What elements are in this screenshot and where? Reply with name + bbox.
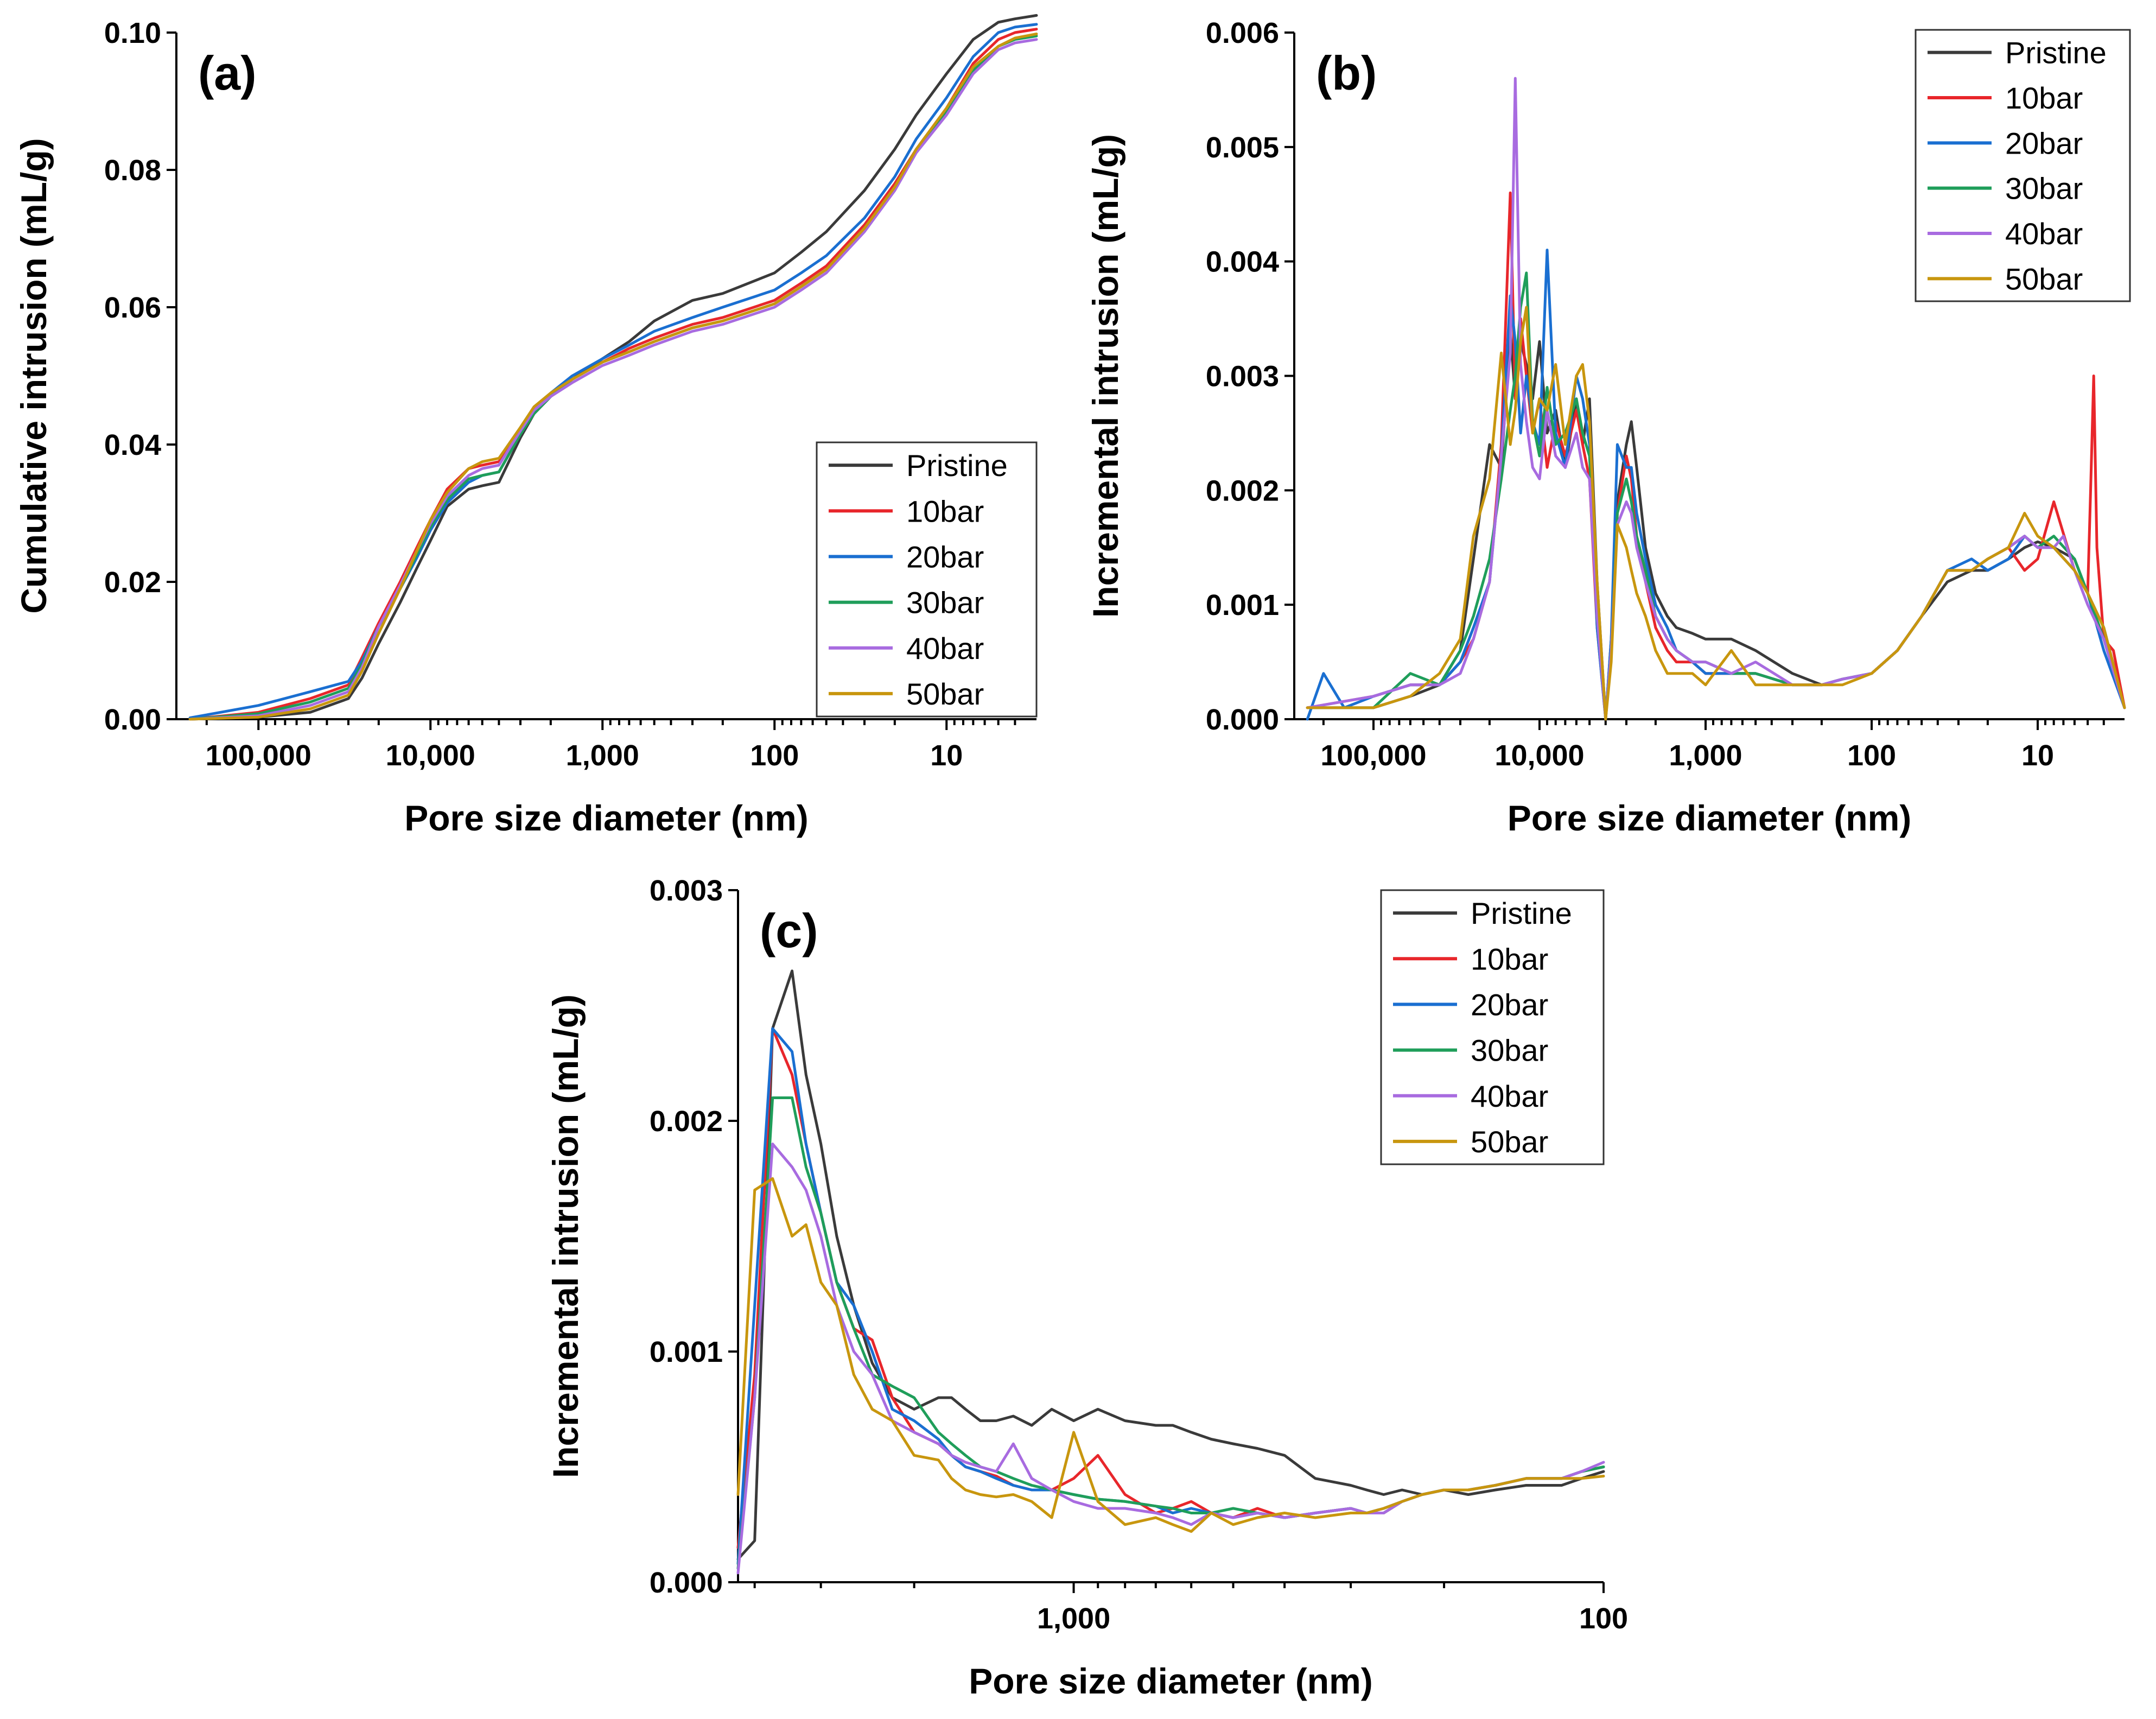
legend-label-20bar: 20bar	[906, 540, 984, 574]
legend-label-50bar: 50bar	[1471, 1125, 1548, 1159]
legend-label-10bar: 10bar	[1471, 942, 1548, 976]
y-axis-title: Incremental intrusion (mL/g)	[545, 994, 586, 1478]
legend-label-20bar: 20bar	[1471, 987, 1548, 1022]
x-tick-label: 1,000	[1669, 739, 1742, 772]
x-tick-label: 100	[750, 739, 799, 772]
panel-label: (b)	[1316, 46, 1377, 100]
y-tick-label: 0.000	[1206, 703, 1279, 736]
x-tick-label: 10	[930, 739, 963, 772]
y-tick-label: 0.003	[650, 874, 723, 907]
y-tick-label: 0.02	[104, 566, 161, 599]
legend-label-40bar: 40bar	[2005, 217, 2083, 251]
y-tick-label: 0.001	[1206, 589, 1279, 621]
y-tick-label: 0.006	[1206, 17, 1279, 49]
x-tick-label: 100,000	[1320, 739, 1426, 772]
legend-label-40bar: 40bar	[906, 631, 984, 665]
legend-label-pristine: Pristine	[2005, 36, 2107, 70]
x-tick-label: 100,000	[206, 739, 311, 772]
x-axis-title: Pore size diameter (nm)	[404, 798, 809, 838]
y-tick-label: 0.001	[650, 1336, 723, 1368]
series-pristine-line	[1306, 328, 2126, 721]
legend: Pristine 10bar 20bar 30bar 40bar 50bar	[1915, 29, 2131, 302]
y-tick-label: 0.002	[1206, 474, 1279, 507]
series-30bar-line	[1306, 271, 2126, 721]
legend-label-50bar: 50bar	[2005, 262, 2083, 296]
legend-box	[816, 441, 1038, 718]
y-tick-label: 0.004	[1206, 246, 1279, 278]
y-tick-label: 0.10	[104, 17, 161, 49]
x-tick-label: 10	[2021, 739, 2054, 772]
y-tick-label: 0.04	[104, 429, 161, 461]
legend-label-30bar: 30bar	[906, 586, 984, 620]
panel-label: (c)	[760, 904, 818, 957]
y-tick-label: 0.003	[1206, 360, 1279, 393]
x-tick-label: 10,000	[1494, 739, 1584, 772]
legend-label-pristine: Pristine	[906, 448, 1008, 483]
legend-label-10bar: 10bar	[2005, 81, 2083, 115]
legend: Pristine 10bar 20bar 30bar 40bar 50bar	[816, 441, 1038, 718]
x-tick-label: 100	[1847, 739, 1896, 772]
series-50bar-line	[1306, 306, 2126, 721]
y-tick-label: 0.000	[650, 1566, 723, 1599]
y-tick-label: 0.06	[104, 291, 161, 324]
x-tick-label: 1,000	[566, 739, 639, 772]
series-40bar-line	[188, 38, 1038, 721]
panel-c-chart: 0.000 0.001 0.002 0.003 1,000 100 Pore size di…	[545, 874, 1628, 1701]
y-tick-label: 0.00	[104, 703, 161, 736]
y-axis-title: Cumulative intrusion (mL/g)	[14, 138, 54, 613]
y-tick-label: 0.005	[1206, 131, 1279, 164]
series-50bar-line	[736, 1177, 1605, 1533]
x-axis-title: Pore size diameter (nm)	[969, 1661, 1373, 1701]
legend-box	[1915, 29, 2131, 302]
series-20bar-line	[1306, 249, 2126, 721]
panel-label: (a)	[198, 46, 257, 100]
y-tick-label: 0.08	[104, 154, 161, 187]
legend-label-10bar: 10bar	[906, 494, 984, 528]
legend-label-30bar: 30bar	[1471, 1033, 1548, 1068]
legend-label-pristine: Pristine	[1471, 896, 1572, 930]
x-tick-label: 10,000	[386, 739, 475, 772]
legend-label-20bar: 20bar	[2005, 126, 2083, 160]
legend-box	[1380, 889, 1605, 1165]
panel-a-chart: 0.00 0.02 0.04 0.06 0.08 0.10 100,000 10,000 1,0…	[14, 14, 1038, 838]
legend-label-40bar: 40bar	[1471, 1079, 1548, 1113]
legend: Pristine 10bar 20bar 30bar 40bar 50bar	[1380, 889, 1605, 1165]
series-30bar-line	[736, 1096, 1605, 1570]
y-axis-title: Incremental intrusion (mL/g)	[1085, 134, 1125, 618]
x-tick-label: 1,000	[1037, 1602, 1110, 1635]
y-tick-label: 0.002	[650, 1105, 723, 1138]
x-axis-title: Pore size diameter (nm)	[1508, 798, 1912, 838]
series-50bar-line	[188, 33, 1038, 721]
legend-label-30bar: 30bar	[2005, 172, 2083, 206]
legend-label-50bar: 50bar	[906, 677, 984, 711]
panel-b-chart: 0.000 0.001 0.002 0.003 0.004 0.005 0.006 100,0…	[1085, 17, 2131, 838]
x-tick-label: 100	[1579, 1602, 1628, 1635]
